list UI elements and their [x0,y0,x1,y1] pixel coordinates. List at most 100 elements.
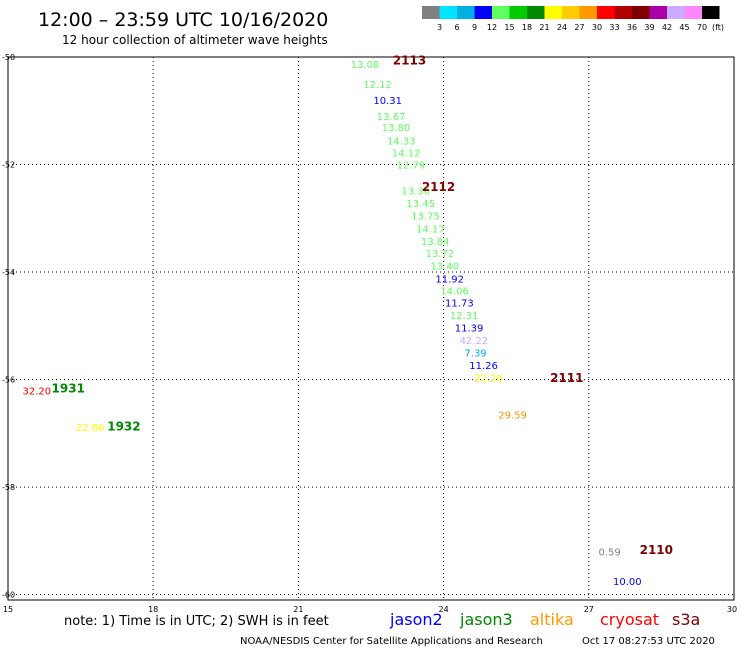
wave-height-label: 12.79 [397,161,426,172]
wave-height-label: 42.22 [460,336,489,347]
pass-labels: 2113 2112 2111 1931 1932 2110 [52,54,673,557]
scale-tick-label: 33 [609,23,619,32]
scale-swatch [632,6,650,19]
pass-label: 2112 [422,180,455,194]
scale-swatch [649,6,667,19]
pass-label: 1931 [52,382,85,396]
y-tick-label: -56 [2,376,15,385]
scale-tick-label: 6 [454,23,459,32]
y-tick-label: -60 [2,591,15,600]
scale-tick-label: 36 [627,23,637,32]
scale-swatch [457,6,475,19]
wave-height-label: 13.45 [406,199,435,210]
scale-tick-label: 21 [539,23,549,32]
scale-swatch [439,6,457,19]
wave-height-label: 13.72 [426,249,455,260]
wave-height-label: 11.39 [455,323,484,334]
wave-height-label: 12.31 [450,311,479,322]
satellite-legend-item: s3a [672,610,700,629]
wave-height-label: 32.20 [23,386,52,397]
scale-swatch [544,6,562,19]
wave-height-label: 13.08 [351,60,380,71]
wave-height-label: 13.80 [382,123,411,134]
footer-timestamp: Oct 17 08:27:53 UTC 2020 [582,636,715,647]
satellite-legend: jason2 jason3 altika cryosat s3a [389,610,700,629]
wave-height-label: 10.31 [373,96,402,107]
scale-swatch [422,6,440,19]
x-tick-label: 30 [727,605,737,614]
wave-height-label: 12.12 [363,80,392,91]
wave-height-label: 13.40 [431,262,460,273]
scale-swatch [614,6,632,19]
y-tick-label: -52 [2,161,15,170]
y-tick-label: -54 [2,268,15,277]
wave-height-label: 14.17 [416,225,445,236]
wave-height-label: 11.26 [469,361,498,372]
footer-credit: NOAA/NESDIS Center for Satellite Applica… [240,636,543,647]
color-scale-legend: 3 6 9 12 15 18 21 24 27 30 33 36 39 42 45 70 [422,6,720,32]
chart-subtitle: 12 hour collection of altimeter wave hei… [62,33,328,47]
scale-swatch [597,6,615,19]
scale-swatch [667,6,685,19]
wave-height-label: 14.33 [387,136,416,147]
wave-height-label: 11.73 [445,299,474,310]
satellite-legend-item: altika [530,610,574,629]
scale-swatch [474,6,492,19]
scale-tick-label: 39 [644,23,654,32]
y-tick-label: -50 [2,53,15,62]
satellite-legend-item: jason2 [389,610,443,629]
x-tick-label: 18 [148,605,158,614]
units-note: note: 1) Time is in UTC; 2) SWH is in fe… [64,614,329,629]
wave-height-label: 29.59 [498,411,527,422]
wave-height-label: 14.06 [440,286,469,297]
wave-height-label: 14.12 [392,149,421,160]
satellite-legend-item: cryosat [600,610,659,629]
x-tick-label: 15 [3,605,13,614]
scale-swatch [579,6,597,19]
plot-frame [7,56,735,601]
scale-tick-label: 70 [697,23,707,32]
grid-lines [8,57,734,600]
scale-swatch [527,6,545,19]
wave-height-label: 7.39 [464,349,486,360]
wave-height-label: 13.67 [377,112,406,123]
wave-height-label: 10.00 [613,577,642,588]
pass-label: 2110 [640,543,673,557]
chart-title: 12:00 – 23:59 UTC 10/16/2020 [38,9,328,31]
axis-tick-labels: 15 18 21 24 27 30 -50 -52 -54 -56 -58 -60 [2,53,737,614]
wave-height-label: 0.59 [598,548,620,559]
wave-height-label: 13.84 [421,237,450,248]
scale-swatch [562,6,580,19]
x-tick-label: 24 [439,605,449,614]
wave-height-label: 13.36 [401,186,430,197]
y-tick-label: -58 [2,483,15,492]
x-tick-label: 21 [293,605,303,614]
scale-tick-label: 24 [557,23,567,32]
scale-tick-label: 42 [662,23,672,32]
pass-label: 2111 [550,371,583,385]
satellite-legend-item: jason3 [459,610,513,629]
scale-tick-label: 45 [679,23,689,32]
scale-unit-label: (ft) [712,23,724,32]
scale-swatch [509,6,527,19]
scale-swatch [492,6,510,19]
scale-tick-label: 3 [437,23,442,32]
wave-height-label: 22.26 [474,373,503,384]
wave-height-label: 11.92 [435,275,464,286]
x-tick-label: 27 [584,605,594,614]
wave-height-label: 13.75 [411,212,440,223]
pass-label: 2113 [393,54,426,68]
scale-tick-label: 15 [504,23,514,32]
scale-swatch [702,6,720,19]
scale-tick-label: 30 [592,23,602,32]
scale-tick-label: 9 [472,23,477,32]
scale-tick-label: 18 [522,23,532,32]
scale-tick-label: 12 [487,23,497,32]
scale-swatch [684,6,702,19]
pass-label: 1932 [107,419,140,433]
wave-height-label: 22.86 [76,423,105,434]
scale-tick-label: 27 [574,23,584,32]
